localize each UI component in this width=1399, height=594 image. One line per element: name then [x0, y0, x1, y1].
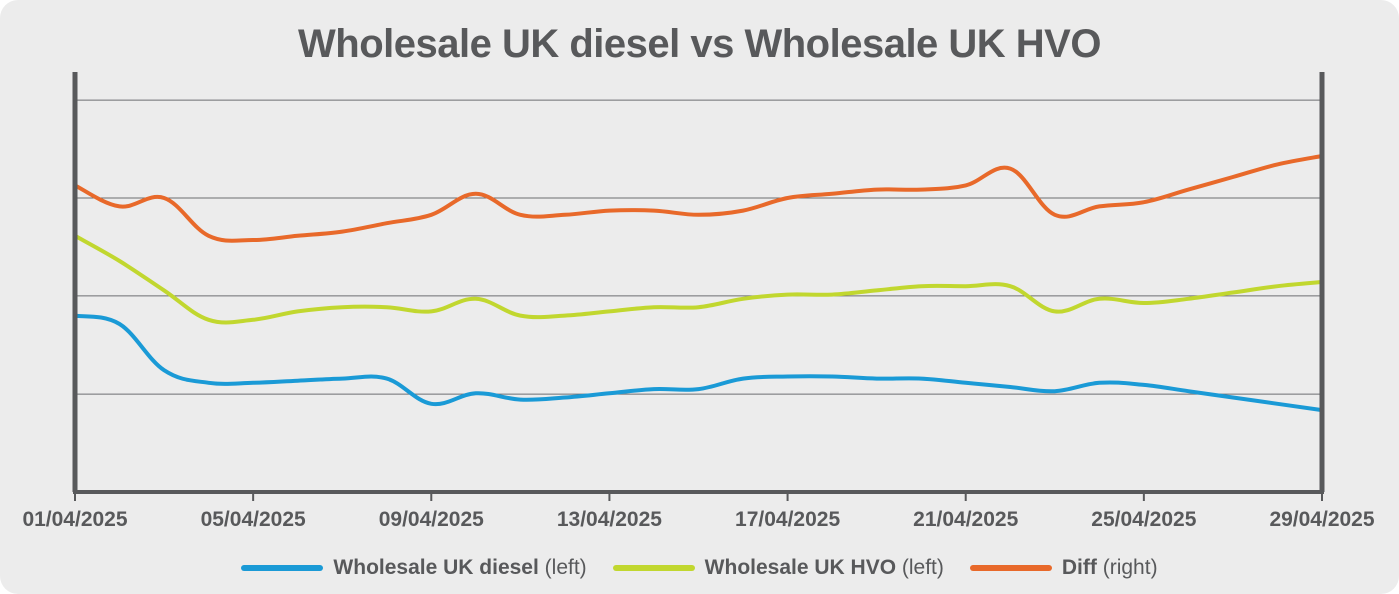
x-tick-label: 09/04/2025 — [379, 508, 484, 531]
x-tick-label: 29/04/2025 — [1269, 508, 1374, 531]
x-axis-ticks: 01/04/2025 05/04/2025 09/04/2025 13/04/2025… — [22, 492, 1375, 531]
legend-item: Diff (right) — [969, 556, 1158, 580]
x-tick-label: 13/04/2025 — [557, 508, 662, 531]
series-line-wholesale-uk-diesel — [73, 313, 1324, 413]
legend-item: Wholesale UK diesel (left) — [241, 556, 587, 580]
x-tick-label: 21/04/2025 — [913, 508, 1018, 531]
legend-label: Wholesale UK HVO (left) — [704, 556, 944, 579]
series-line-diff — [73, 154, 1324, 243]
x-tick-label: 05/04/2025 — [201, 508, 306, 531]
x-tick-label: 01/04/2025 — [22, 508, 127, 531]
legend-swatch — [612, 565, 695, 571]
legend: Wholesale UK diesel (left) Wholesale UK H… — [0, 552, 1399, 584]
legend-swatch — [969, 565, 1052, 571]
x-tick-label: 17/04/2025 — [735, 508, 840, 531]
axes — [72, 72, 1325, 494]
chart-title: Wholesale UK diesel vs Wholesale UK HVO — [298, 22, 1101, 66]
legend-item: Wholesale UK HVO (left) — [612, 556, 944, 580]
series-lines — [73, 154, 1324, 413]
legend-swatch — [241, 565, 324, 571]
legend-label: Diff (right) — [1061, 556, 1158, 579]
legend-label: Wholesale UK diesel (left) — [333, 556, 587, 579]
series-line-wholesale-uk-hvo — [73, 233, 1324, 325]
gridlines — [75, 99, 1322, 395]
x-tick-label: 25/04/2025 — [1091, 508, 1196, 531]
